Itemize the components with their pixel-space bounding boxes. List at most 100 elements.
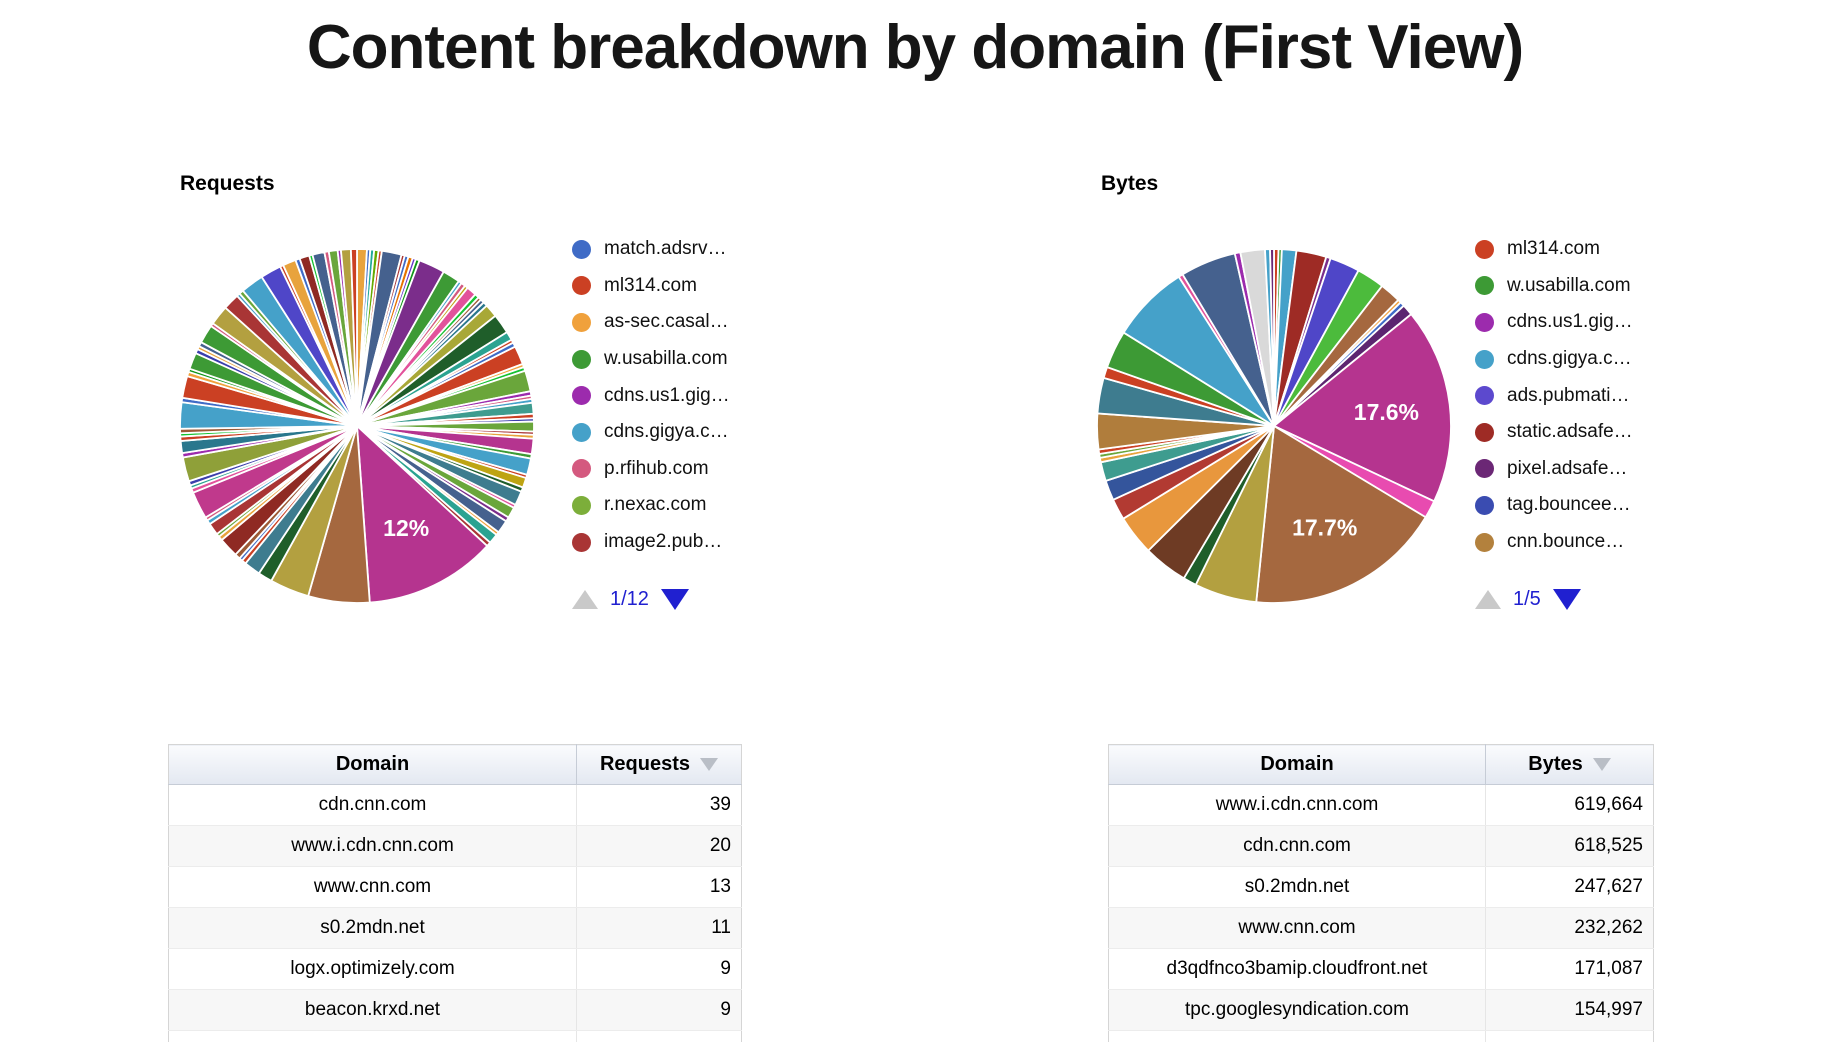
table-row[interactable] — [1108, 1030, 1654, 1042]
bytes-pie-chart: 17.6% 17.7% — [1096, 248, 1452, 604]
domain-cell: www.i.cdn.cnn.com — [168, 825, 577, 867]
legend-swatch-icon — [572, 532, 591, 552]
pie-slice-percent-label: 17.6% — [1354, 399, 1419, 425]
legend-label: w.usabilla.com — [604, 348, 728, 370]
legend-item[interactable]: cdns.gigya.c… — [1475, 341, 1633, 378]
table-row[interactable]: tpc.googlesyndication.com 154,997 — [1108, 989, 1654, 1031]
legend-label: as-sec.casal… — [604, 311, 729, 333]
value-cell: 619,664 — [1485, 784, 1654, 826]
value-cell: 618,525 — [1485, 825, 1654, 867]
legend-label: p.rfihub.com — [604, 457, 709, 479]
value-cell: 154,997 — [1485, 989, 1654, 1031]
value-cell: 9 — [576, 948, 742, 990]
domain-column-header[interactable]: Domain — [168, 744, 577, 785]
legend-item[interactable]: tag.bouncee… — [1475, 487, 1633, 524]
pie-slice-percent-label: 12% — [383, 515, 429, 541]
value-cell: 171,087 — [1485, 948, 1654, 990]
requests-legend-pager: 1/12 — [572, 588, 689, 611]
table-row[interactable]: s0.2mdn.net 247,627 — [1108, 866, 1654, 908]
legend-page-down-icon[interactable] — [660, 589, 689, 610]
table-row[interactable]: beacon.krxd.net 9 — [168, 989, 742, 1031]
pie-slice-percent-label: 17.7% — [1292, 514, 1357, 540]
legend-item[interactable]: w.usabilla.com — [572, 341, 730, 378]
bytes-table: Domain Bytes www.i.cdn.cnn.com 619,664 cdn… — [1108, 744, 1654, 1042]
legend-page-indicator: 1/5 — [1513, 588, 1541, 610]
bytes-chart-heading: Bytes — [1101, 172, 1159, 195]
table-row[interactable]: logx.optimizely.com 9 — [168, 948, 742, 990]
legend-label: tag.bouncee… — [1507, 494, 1631, 516]
requests-pie-chart: 12% — [179, 248, 535, 604]
legend-swatch-icon — [1475, 532, 1494, 552]
legend-item[interactable]: image2.pub… — [572, 524, 730, 561]
table-row[interactable]: www.cnn.com 232,262 — [1108, 907, 1654, 949]
domain-column-header[interactable]: Domain — [1108, 744, 1486, 785]
value-cell: 9 — [576, 989, 742, 1031]
requests-chart-heading: Requests — [180, 172, 275, 195]
table-header-row: Domain Requests — [168, 744, 742, 785]
domain-cell: beacon.krxd.net — [168, 989, 577, 1031]
pie-slice[interactable] — [1269, 248, 1275, 427]
legend-item[interactable]: w.usabilla.com — [1475, 268, 1633, 305]
legend-item[interactable]: ads.pubmati… — [1475, 377, 1633, 414]
table-row[interactable]: www.i.cdn.cnn.com 20 — [168, 825, 742, 867]
legend-item[interactable]: ml314.com — [1475, 231, 1633, 268]
legend-item[interactable]: static.adsafe… — [1475, 414, 1633, 451]
domain-cell: tpc.googlesyndication.com — [1108, 989, 1486, 1031]
page-title: Content breakdown by domain (First View) — [306, 13, 1524, 82]
legend-item[interactable]: cdns.gigya.c… — [572, 414, 730, 451]
legend-swatch-icon — [572, 495, 591, 515]
value-cell: 232,262 — [1485, 907, 1654, 949]
pie-slice[interactable] — [1272, 312, 1452, 503]
domain-cell: s0.2mdn.net — [168, 907, 577, 949]
requests-column-header[interactable]: Requests — [576, 744, 742, 785]
legend-label: static.adsafe… — [1507, 421, 1633, 443]
domain-cell — [1108, 1030, 1486, 1042]
value-cell: 13 — [576, 866, 742, 908]
value-cell: 20 — [576, 825, 742, 867]
table-row[interactable]: cdn.cnn.com 618,525 — [1108, 825, 1654, 867]
legend-item[interactable]: cdns.us1.gig… — [572, 377, 730, 414]
pie-slice[interactable] — [355, 423, 489, 604]
bytes-legend: ml314.com w.usabilla.com cdns.us1.gig… cdns… — [1475, 231, 1633, 560]
legend-item[interactable]: cnn.bounce… — [1475, 524, 1633, 561]
table-row[interactable] — [168, 1030, 742, 1042]
legend-swatch-icon — [1475, 349, 1494, 369]
table-row[interactable]: www.cnn.com 13 — [168, 866, 742, 908]
pie-slice[interactable] — [1255, 424, 1427, 604]
pie-slice[interactable] — [349, 248, 358, 427]
domain-cell: d3qdfnco3bamip.cloudfront.net — [1108, 948, 1486, 990]
legend-swatch-icon — [1475, 276, 1494, 296]
legend-swatch-icon — [572, 312, 591, 332]
table-row[interactable]: s0.2mdn.net 11 — [168, 907, 742, 949]
legend-item[interactable]: as-sec.casal… — [572, 304, 730, 341]
legend-item[interactable]: ml314.com — [572, 268, 730, 305]
table-row[interactable]: cdn.cnn.com 39 — [168, 784, 742, 826]
legend-item[interactable]: cdns.us1.gig… — [1475, 304, 1633, 341]
domain-cell: s0.2mdn.net — [1108, 866, 1486, 908]
requests-table-body: cdn.cnn.com 39 www.i.cdn.cnn.com 20 www.cnn.… — [168, 784, 742, 1042]
domain-cell: cdn.cnn.com — [168, 784, 577, 826]
table-row[interactable]: d3qdfnco3bamip.cloudfront.net 171,087 — [1108, 948, 1654, 990]
legend-swatch-icon — [1475, 239, 1494, 259]
legend-swatch-icon — [572, 349, 591, 369]
legend-item[interactable]: match.adsrv… — [572, 231, 730, 268]
legend-page-indicator: 1/12 — [610, 588, 649, 610]
legend-label: pixel.adsafe… — [1507, 457, 1628, 479]
legend-label: w.usabilla.com — [1507, 274, 1631, 296]
legend-page-down-icon[interactable] — [1552, 589, 1581, 610]
sort-desc-icon — [700, 758, 719, 772]
value-cell — [576, 1030, 742, 1042]
legend-item[interactable]: p.rfihub.com — [572, 451, 730, 488]
legend-swatch-icon — [1475, 459, 1494, 479]
legend-swatch-icon — [572, 276, 591, 296]
legend-item[interactable]: r.nexac.com — [572, 487, 730, 524]
legend-page-up-icon[interactable] — [1475, 590, 1501, 609]
legend-item[interactable]: pixel.adsafe… — [1475, 451, 1633, 488]
legend-label: cdns.us1.gig… — [1507, 311, 1633, 333]
legend-page-up-icon[interactable] — [572, 590, 598, 609]
requests-legend: match.adsrv… ml314.com as-sec.casal… w.usab… — [572, 231, 730, 560]
domain-cell: logx.optimizely.com — [168, 948, 577, 990]
legend-label: ml314.com — [604, 274, 697, 296]
bytes-column-header[interactable]: Bytes — [1485, 744, 1654, 785]
table-row[interactable]: www.i.cdn.cnn.com 619,664 — [1108, 784, 1654, 826]
